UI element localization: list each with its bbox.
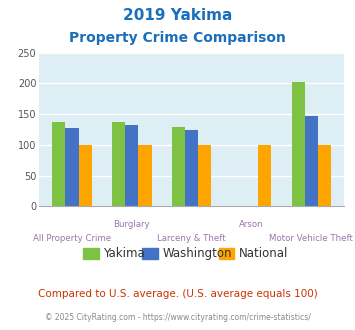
Bar xyxy=(305,116,318,206)
Bar xyxy=(185,130,198,206)
Bar xyxy=(172,127,185,206)
Text: Compared to U.S. average. (U.S. average equals 100): Compared to U.S. average. (U.S. average … xyxy=(38,289,317,299)
Bar xyxy=(292,82,305,206)
Bar xyxy=(198,145,212,206)
Bar xyxy=(112,121,125,206)
Text: Burglary: Burglary xyxy=(114,220,150,229)
Text: All Property Crime: All Property Crime xyxy=(33,234,111,243)
Bar xyxy=(52,121,65,206)
Text: Washington: Washington xyxy=(163,247,232,260)
Text: Larceny & Theft: Larceny & Theft xyxy=(157,234,226,243)
Bar xyxy=(65,128,78,206)
Text: Yakima: Yakima xyxy=(103,247,145,260)
Bar xyxy=(258,145,271,206)
Bar xyxy=(78,145,92,206)
Text: Arson: Arson xyxy=(239,220,264,229)
Bar xyxy=(318,145,331,206)
Text: © 2025 CityRating.com - https://www.cityrating.com/crime-statistics/: © 2025 CityRating.com - https://www.city… xyxy=(45,313,310,322)
Bar xyxy=(125,125,138,206)
Text: Property Crime Comparison: Property Crime Comparison xyxy=(69,31,286,45)
Text: 2019 Yakima: 2019 Yakima xyxy=(123,8,232,23)
Text: Motor Vehicle Theft: Motor Vehicle Theft xyxy=(269,234,353,243)
Text: National: National xyxy=(239,247,288,260)
Bar xyxy=(138,145,152,206)
